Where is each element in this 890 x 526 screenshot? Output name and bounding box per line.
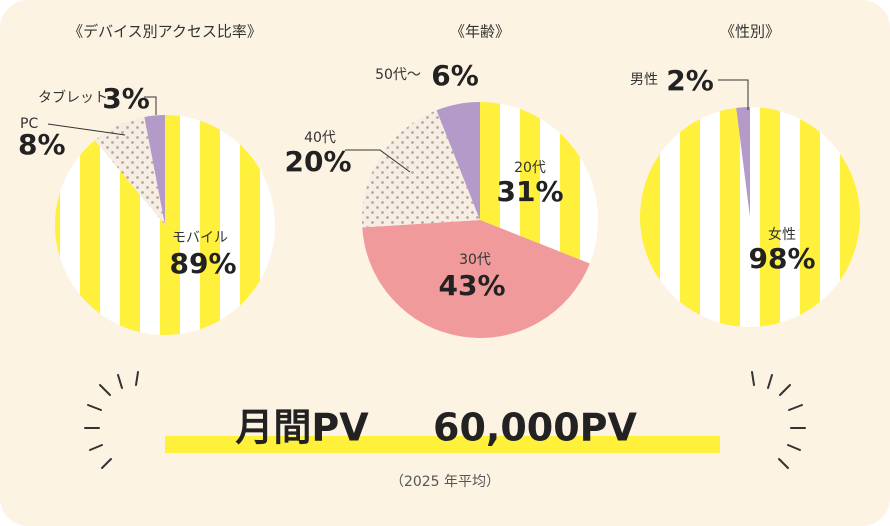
slice-name: タブレット [38, 89, 108, 106]
slice-name: PC [20, 116, 38, 132]
leader-line [718, 79, 749, 110]
pie-slice [94, 116, 165, 225]
pie-slice [736, 107, 750, 217]
slice-value: 43% [438, 269, 505, 302]
slice-name: 50代～ [375, 67, 421, 83]
leader-line [144, 96, 157, 115]
highlight-bar [165, 436, 720, 453]
slice-value: 98% [748, 242, 815, 275]
slice-value: 3% [102, 82, 150, 115]
leader-line [47, 123, 126, 136]
pie-slice [362, 110, 480, 228]
pie-slice [362, 220, 590, 338]
slice-name: モバイル [172, 230, 228, 246]
pie-slice [436, 102, 480, 220]
chart-title: 《性別》 [720, 23, 780, 41]
chart-title: 《年齢》 [450, 23, 510, 41]
burst-left [84, 371, 139, 469]
slice-value: 89% [169, 247, 236, 280]
slice-value: 6% [431, 59, 479, 92]
slice-value: 31% [496, 175, 563, 208]
summary-label: 月間PV [235, 406, 369, 450]
leader-line [345, 149, 411, 173]
slice-name: 40代 [304, 130, 336, 146]
slice-name: 男性 [630, 72, 658, 88]
slice-name: 20代 [514, 160, 546, 176]
slice-value: 2% [666, 64, 714, 97]
summary-note: （2025 年平均） [390, 474, 500, 490]
slice-value: 20% [284, 145, 351, 178]
chart-title: 《デバイス別アクセス比率》 [68, 23, 262, 41]
slice-name: 女性 [768, 226, 796, 243]
slice-name: 30代 [459, 252, 491, 268]
pie-slice [55, 115, 276, 335]
pie-slice [144, 115, 165, 225]
pie-slice [480, 102, 598, 264]
slice-value: 8% [18, 128, 66, 161]
burst-right [751, 371, 806, 469]
summary-value: 60,000PV [433, 406, 637, 450]
